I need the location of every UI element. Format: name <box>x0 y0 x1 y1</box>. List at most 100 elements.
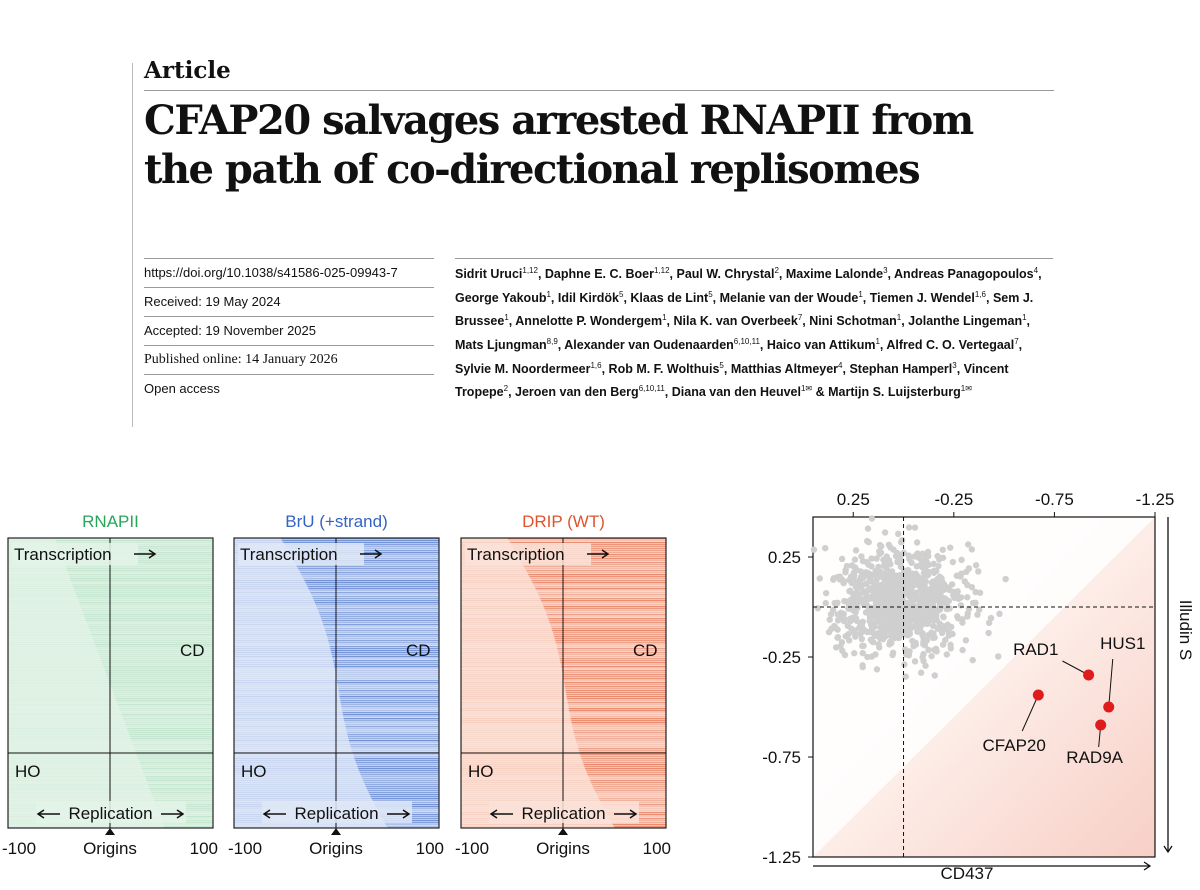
background-point <box>850 590 857 598</box>
doi-link[interactable]: https://doi.org/10.1038/s41586-025-09943… <box>144 258 434 287</box>
x-tick-label: -1.25 <box>1136 490 1175 509</box>
author-name[interactable]: Annelotte P. Wondergem <box>515 314 663 329</box>
author-name[interactable]: Tiemen J. Wendel <box>869 290 975 305</box>
y-tick-label: 0.25 <box>768 548 801 567</box>
author-name[interactable]: Sidrit Uruci <box>455 267 523 282</box>
highlight-label: CFAP20 <box>983 736 1046 755</box>
background-point <box>974 611 981 618</box>
background-point <box>946 544 954 551</box>
author-name[interactable]: Alexander van Oudenaarden <box>564 338 734 353</box>
background-point <box>839 647 846 654</box>
background-point <box>897 572 904 579</box>
author-name[interactable]: Nila K. van Overbeek <box>673 314 798 329</box>
replication-arrow-right <box>161 809 185 819</box>
background-point <box>873 576 880 584</box>
author-name[interactable]: Melanie van der Woude <box>719 290 859 305</box>
heatmap-title: RNAPII <box>82 512 139 531</box>
background-point <box>908 607 915 614</box>
background-point <box>937 593 944 601</box>
background-point <box>834 634 841 641</box>
author-name[interactable]: Jeroen van den Berg <box>515 385 639 400</box>
background-point <box>909 571 916 578</box>
author-affiliation: 4 <box>838 360 843 370</box>
heatmap-title: DRIP (WT) <box>522 512 605 531</box>
background-point <box>931 567 938 574</box>
author-affiliation: 3 <box>883 266 888 275</box>
background-point <box>882 633 889 640</box>
background-point <box>985 619 993 627</box>
author-name[interactable]: Haico van Attikum <box>766 338 876 353</box>
author-name[interactable]: Andreas Panagopoulos <box>894 267 1034 282</box>
author-name[interactable]: Klaas de Lint <box>630 290 709 305</box>
author-affiliation: 1,6 <box>590 360 602 370</box>
author-name[interactable]: Idil Kirdök <box>557 290 619 305</box>
author-name[interactable]: Matthias Altmeyer <box>730 361 839 376</box>
author-name[interactable]: Nini Schotman <box>809 314 897 329</box>
x-axis-arrow <box>813 861 1152 871</box>
transcription-label: Transcription <box>14 545 112 564</box>
author-affiliation: 1 <box>896 313 902 323</box>
author-affiliation: 1✉ <box>800 384 813 394</box>
background-point <box>851 556 859 563</box>
background-point <box>899 631 906 638</box>
author-name[interactable]: Maxime Lalonde <box>785 267 884 282</box>
background-point <box>894 611 902 619</box>
highlight-point-hus1 <box>1103 701 1115 713</box>
author-name[interactable]: Sem J. Brussee <box>455 290 1034 329</box>
background-point <box>925 646 932 654</box>
author-name[interactable]: Mats Ljungman <box>455 338 547 353</box>
title-rule <box>144 90 1054 91</box>
background-point <box>816 575 823 582</box>
background-point <box>922 578 929 585</box>
article-metadata: https://doi.org/10.1038/s41586-025-09943… <box>144 258 434 403</box>
author-affiliation: 1,6 <box>974 289 986 299</box>
author-name[interactable]: Sylvie M. Noordermeer <box>455 361 591 376</box>
background-point <box>874 630 882 637</box>
background-point <box>901 579 908 587</box>
author-name[interactable]: Paul W. Chrystal <box>676 267 775 282</box>
background-point <box>906 583 913 591</box>
background-point <box>976 589 984 596</box>
background-point <box>892 588 899 596</box>
background-point <box>959 646 966 654</box>
background-point <box>931 634 938 641</box>
transcription-label: Transcription <box>240 545 338 564</box>
x-tick-label: -0.25 <box>934 490 973 509</box>
background-point <box>868 625 875 633</box>
background-point <box>995 653 1002 660</box>
background-point <box>869 638 876 645</box>
author-affiliation: 1 <box>1022 313 1027 323</box>
author-name[interactable]: Diana van den Heuvel <box>671 385 801 400</box>
author-name[interactable]: Rob M. F. Wolthuis <box>608 361 720 376</box>
background-point <box>870 614 877 621</box>
background-point <box>943 651 950 658</box>
background-point <box>908 559 915 566</box>
cd-label: CD <box>180 641 205 660</box>
author-list: Sidrit Uruci1,12, Daphne E. C. Boer1,12,… <box>455 266 1042 400</box>
author-name[interactable]: Vincent Tropepe <box>455 361 1009 400</box>
label-leader <box>1108 658 1114 708</box>
author-affiliation: 1 <box>858 289 863 299</box>
author-name[interactable]: Jolanthe Lingeman <box>908 314 1023 329</box>
background-point <box>905 524 913 531</box>
author-name[interactable]: George Yakoub <box>455 290 547 305</box>
background-point <box>903 588 910 596</box>
author-name[interactable]: Stephan Hamperl <box>849 361 953 376</box>
background-point <box>953 572 961 579</box>
replication-label: Replication <box>521 804 605 823</box>
background-point <box>838 555 846 563</box>
background-point <box>862 601 869 608</box>
background-point <box>825 628 833 636</box>
author-name[interactable]: Daphne E. C. Boer <box>544 267 654 282</box>
origin-marker <box>331 828 341 835</box>
background-point <box>847 618 854 625</box>
published-date: Published online: 14 January 2026 <box>144 345 434 374</box>
y-tick-label: -0.25 <box>762 648 801 667</box>
background-point <box>850 573 857 581</box>
background-point <box>921 614 929 621</box>
author-name[interactable]: Martijn S. Luijsterburg <box>828 385 961 400</box>
background-point <box>874 586 881 593</box>
background-point <box>902 673 909 680</box>
author-name[interactable]: Alfred C. O. Vertegaal <box>886 338 1015 353</box>
background-point <box>942 636 949 644</box>
